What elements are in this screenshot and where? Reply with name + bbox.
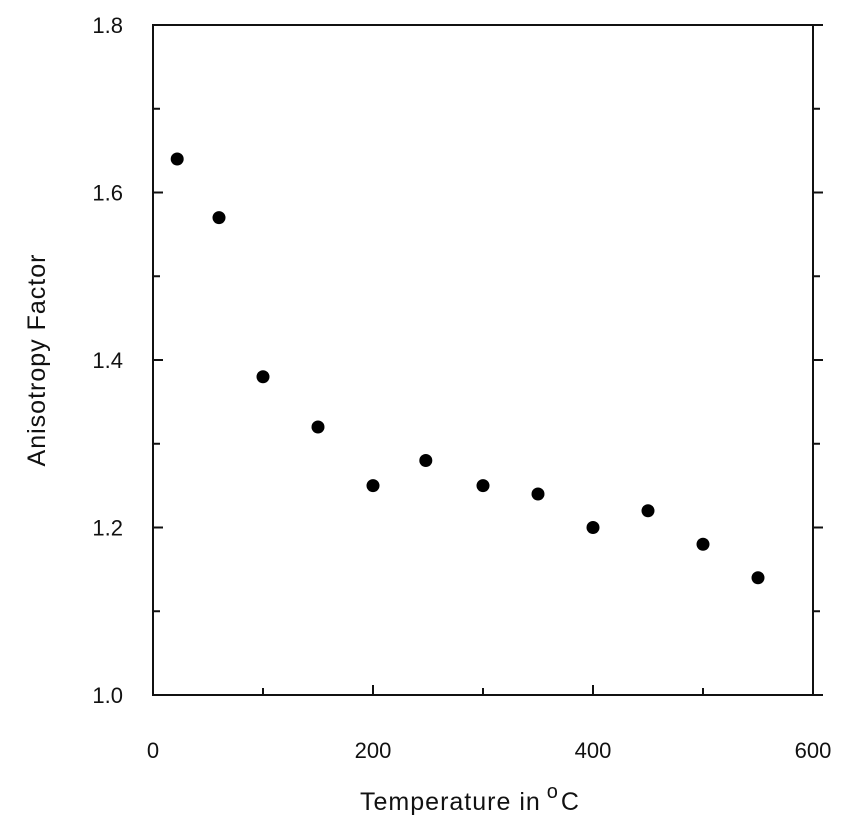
data-point	[641, 504, 655, 518]
y-tick-label: 1.0	[92, 683, 123, 708]
x-axis-label-superscript: o	[547, 781, 559, 803]
y-tick-label: 1.8	[92, 13, 123, 38]
y-tick-label: 1.4	[92, 348, 123, 373]
tick-labels: 1.0 1.2 1.4 1.6 1.8 0 200 400 600	[92, 13, 831, 763]
y-tick-label: 1.2	[92, 516, 123, 541]
data-point	[531, 487, 545, 501]
data-point	[586, 521, 600, 534]
x-tick-label: 200	[355, 738, 392, 763]
data-point	[311, 420, 325, 434]
data-point	[212, 211, 226, 225]
y-tick-label: 1.6	[92, 181, 123, 206]
data-point	[366, 479, 380, 493]
axis-ticks	[152, 24, 823, 696]
x-tick-label: 600	[795, 738, 832, 763]
x-axis-label: Temperature in oC	[360, 781, 580, 816]
x-tick-label: 400	[575, 738, 612, 763]
data-point	[696, 537, 710, 551]
data-point	[476, 479, 490, 493]
data-point	[751, 571, 765, 585]
data-point	[256, 370, 270, 384]
x-axis-label-unit: C	[561, 788, 580, 816]
data-point	[419, 454, 433, 467]
x-axis-label-main: Temperature in	[360, 788, 541, 816]
x-tick-label: 0	[147, 738, 159, 763]
data-point	[170, 152, 184, 166]
data-points	[170, 152, 765, 585]
plot-frame	[152, 24, 814, 696]
y-axis-label: Anisotropy Factor	[23, 254, 51, 467]
